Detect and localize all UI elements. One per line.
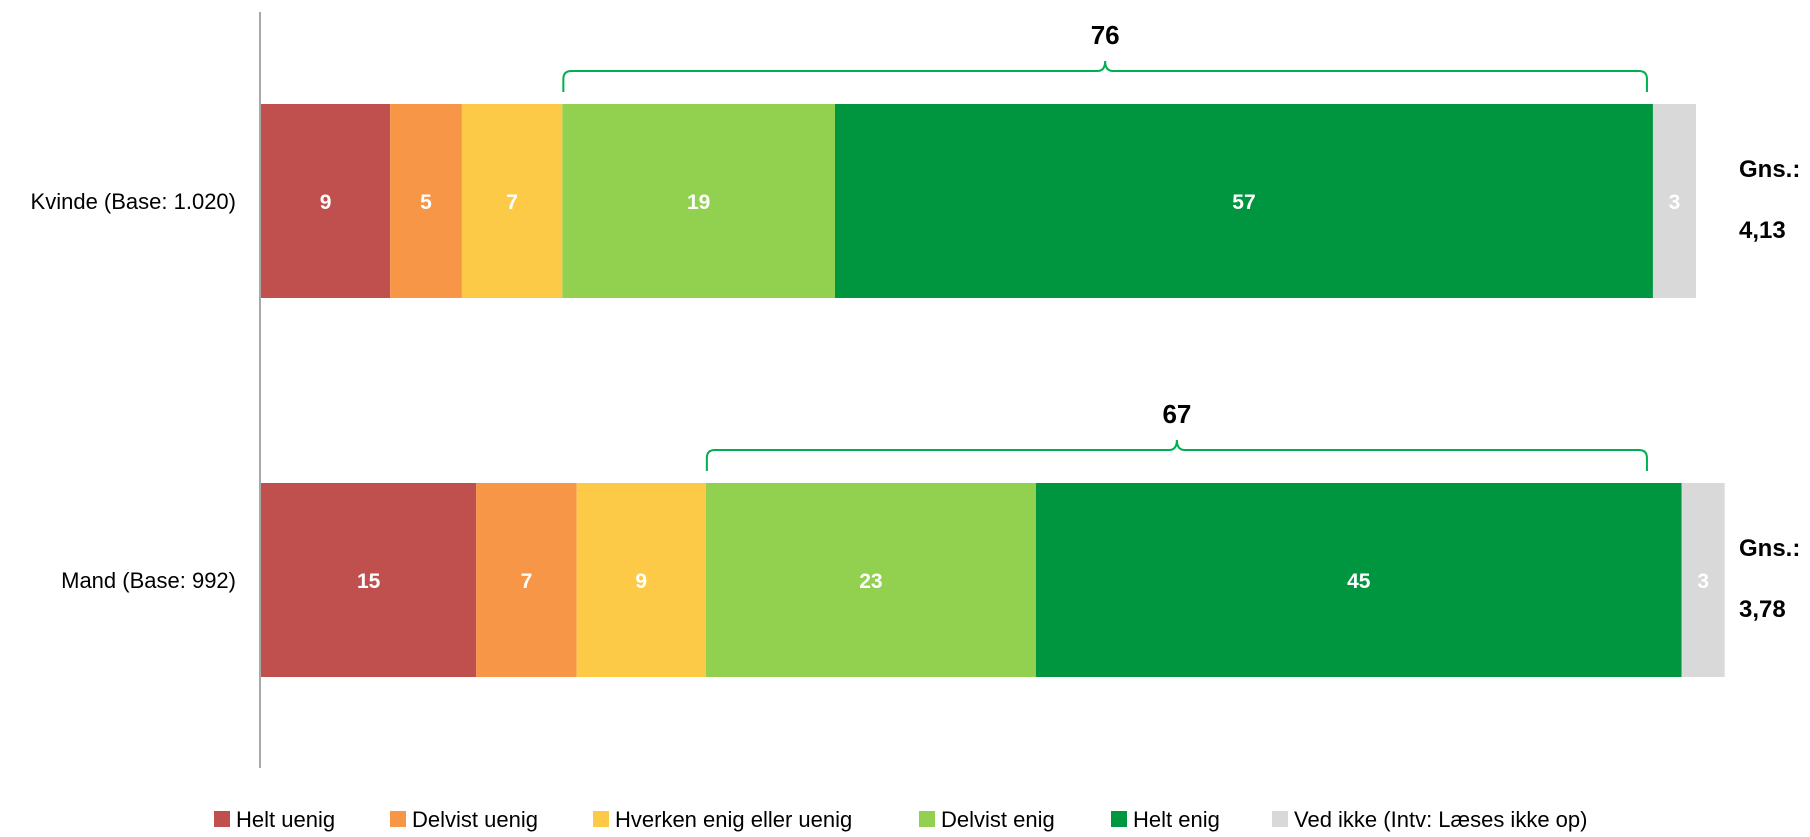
row-label: Kvinde (Base: 1.020) [31, 189, 236, 214]
legend-label: Hverken enig eller uenig [615, 807, 852, 832]
data-label: 15 [357, 570, 381, 593]
legend-swatch [214, 811, 230, 827]
data-label: 9 [635, 570, 647, 593]
data-label: 7 [506, 191, 518, 214]
data-label: 57 [1232, 191, 1255, 214]
legend-swatch [919, 811, 935, 827]
bar-segment [576, 483, 706, 677]
legend-label: Helt enig [1133, 807, 1220, 832]
bar-segment [705, 483, 1036, 677]
average-prefix: Gns.: [1739, 156, 1800, 183]
legend-label: Helt uenig [236, 807, 335, 832]
data-label: 45 [1347, 570, 1371, 593]
data-label: 3 [1669, 191, 1681, 214]
legend-label: Ved ikke (Intv: Læses ikke op) [1294, 807, 1587, 832]
agree-total-label: 67 [1162, 399, 1191, 429]
agree-total-label: 76 [1091, 20, 1120, 50]
data-label: 19 [687, 191, 710, 214]
bar-segment [261, 104, 391, 298]
bar-segment [1652, 104, 1696, 298]
legend-label: Delvist enig [941, 807, 1055, 832]
legend-swatch [593, 811, 609, 827]
legend-swatch [1272, 811, 1288, 827]
row-label: Mand (Base: 992) [61, 568, 236, 593]
average-value: 3,78 [1739, 596, 1786, 623]
data-label: 5 [420, 191, 432, 214]
bar-segment [476, 483, 577, 677]
bar-segment [390, 104, 462, 298]
bar-segment [835, 104, 1653, 298]
agree-bracket [705, 439, 1648, 471]
bar-segment [461, 104, 563, 298]
bar-segment [1681, 483, 1725, 677]
bar-segment [261, 483, 477, 677]
data-label: 23 [859, 570, 882, 593]
data-label: 9 [320, 191, 332, 214]
bar-segment [1035, 483, 1682, 677]
data-label: 3 [1697, 570, 1709, 593]
legend-swatch [1111, 811, 1127, 827]
agree-bracket [562, 60, 1648, 92]
legend-label: Delvist uenig [412, 807, 538, 832]
average-prefix: Gns.: [1739, 535, 1800, 562]
bar-segment [562, 104, 835, 298]
data-label: 7 [521, 570, 533, 593]
legend-swatch [390, 811, 406, 827]
average-value: 4,13 [1739, 217, 1786, 244]
